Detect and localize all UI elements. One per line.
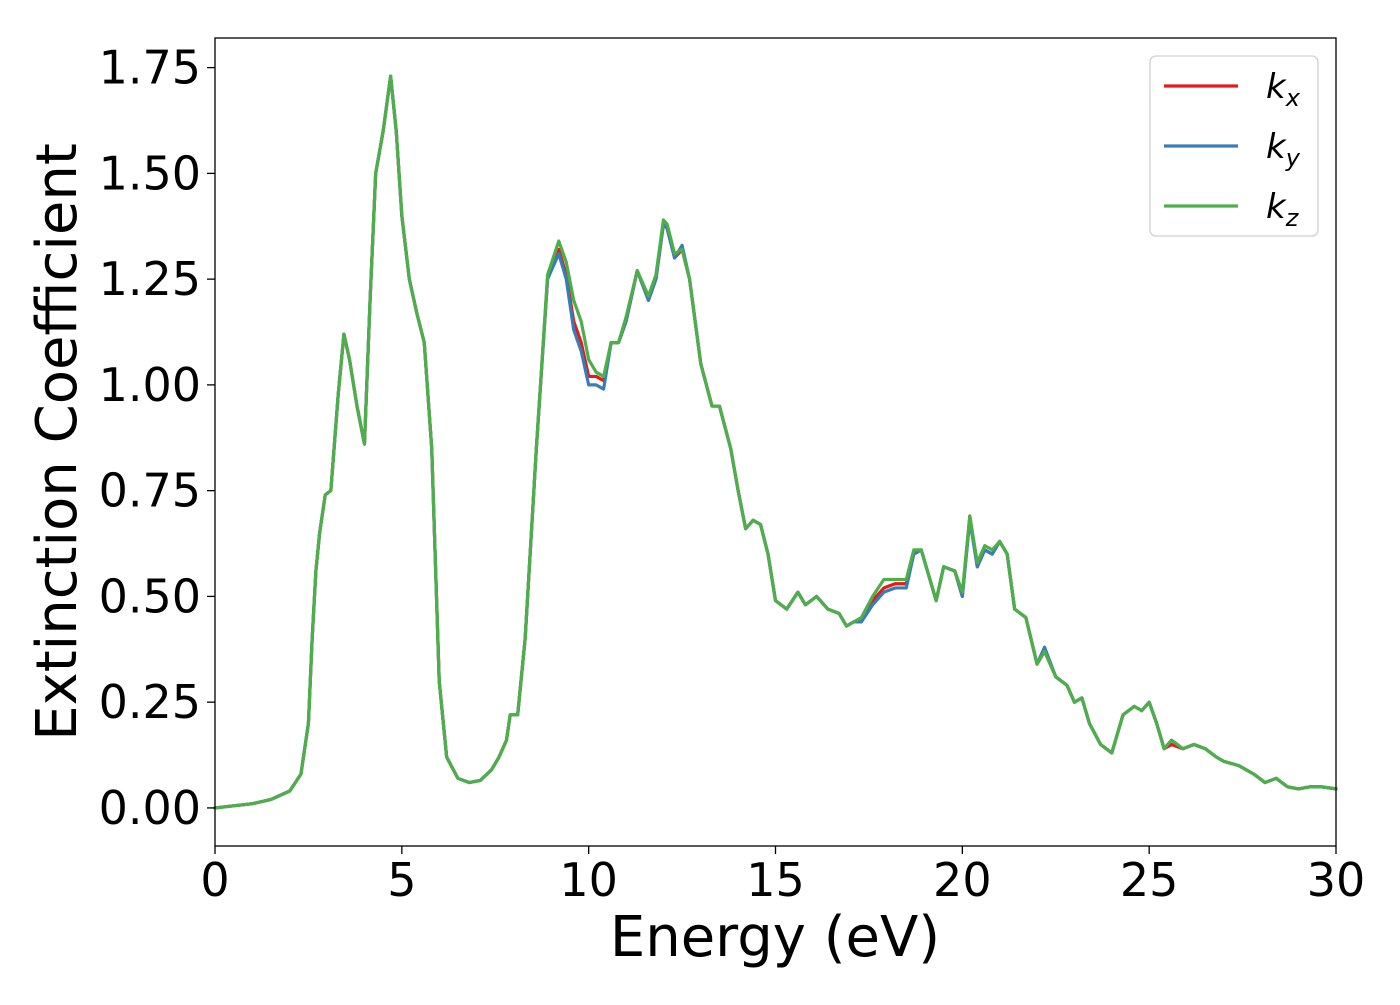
legend-items: kx ky kz: [1164, 67, 1301, 232]
x-tick-label: 25: [1120, 853, 1179, 907]
x-tick-label: 5: [387, 853, 416, 907]
y-tick-label: 0.50: [99, 569, 201, 623]
legend: kx ky kz: [1149, 55, 1319, 237]
x-axis-ticks: 0 5 10 15 20 25 30: [200, 846, 1365, 907]
y-tick-label: 0.25: [99, 675, 201, 729]
x-tick-label: 30: [1307, 853, 1366, 907]
legend-label-ky: ky: [1266, 127, 1301, 172]
legend-label-kx: kx: [1266, 67, 1301, 112]
x-tick-label: 10: [559, 853, 618, 907]
y-tick-label: 1.75: [99, 41, 201, 95]
y-tick-label: 0.00: [99, 781, 201, 835]
series-layer: [213, 74, 1338, 810]
y-tick-label: 1.00: [99, 358, 201, 412]
y-tick-label: 1.25: [99, 252, 201, 306]
y-axis-title: Extinction Coefficient: [25, 143, 90, 741]
x-tick-label: 0: [200, 853, 229, 907]
x-axis-title: Energy (eV): [610, 905, 940, 970]
x-tick-label: 20: [933, 853, 992, 907]
y-tick-label: 1.50: [99, 146, 201, 200]
x-tick-label: 15: [746, 853, 805, 907]
y-tick-label: 0.75: [99, 464, 201, 518]
y-axis-ticks: 0.00 0.25 0.50 0.75 1.00 1.25 1.50 1.75: [99, 41, 215, 835]
series-line-kz: [213, 74, 1338, 810]
legend-label-kz: kz: [1266, 187, 1300, 232]
